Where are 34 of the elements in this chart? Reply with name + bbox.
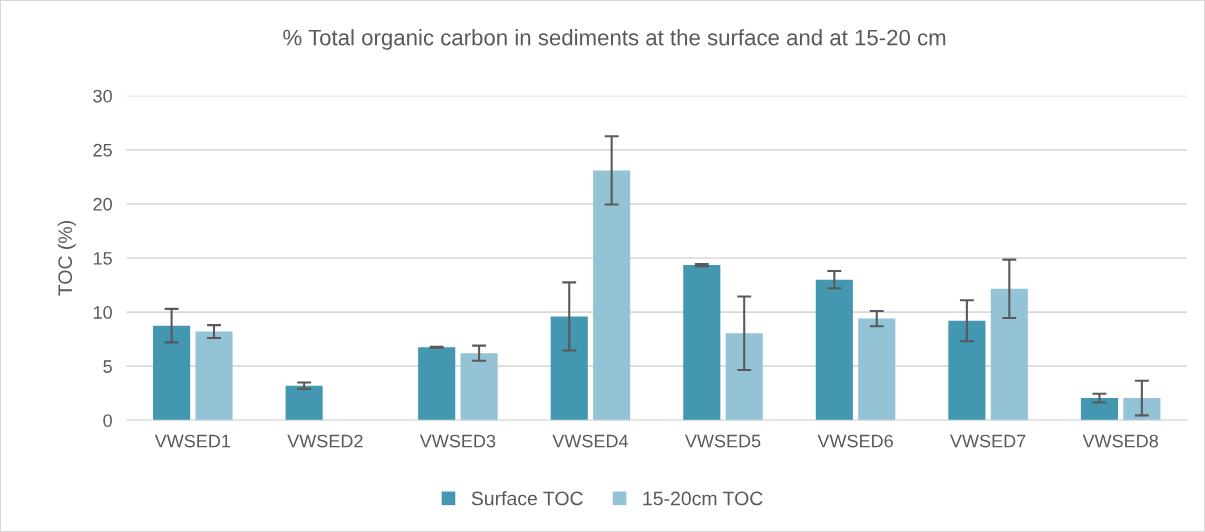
x-tick-label: VWSED2: [287, 434, 363, 448]
x-tick-label: VWSED4: [552, 434, 629, 448]
x-tick-label: VWSED8: [1082, 434, 1158, 448]
bar: [153, 325, 191, 421]
bar: [460, 353, 498, 421]
x-tick-label: VWSED7: [950, 434, 1026, 448]
bar: [195, 331, 233, 421]
y-tick-label: 30: [93, 89, 112, 103]
y-axis-title: TOC (%): [57, 221, 76, 296]
chart-title: % Total organic carbon in sediments at the surface and at 15-20 cm: [283, 29, 946, 50]
y-tick-label: 10: [93, 306, 112, 319]
y-tick-label: 15: [93, 252, 112, 265]
bar: [285, 385, 323, 421]
bar: [948, 320, 986, 421]
legend-label: 15-20cm TOC: [643, 491, 763, 506]
bar: [1080, 398, 1118, 421]
y-tick-label: 20: [93, 197, 112, 211]
bar: [858, 318, 896, 421]
bar: [815, 279, 853, 421]
x-tick-label: VWSED5: [684, 434, 761, 448]
bar: [683, 265, 721, 421]
y-tick-label: 25: [93, 143, 112, 157]
bar: [1123, 398, 1161, 421]
x-tick-label: VWSED1: [154, 434, 231, 448]
bar: [990, 288, 1028, 421]
y-tick-label: 0: [103, 414, 112, 427]
x-tick-label: VWSED6: [817, 434, 893, 448]
bar: [593, 170, 631, 421]
bar: [418, 347, 456, 421]
y-tick-label: 5: [103, 360, 112, 373]
legend-label: Surface TOC: [471, 491, 583, 506]
bar: [725, 333, 763, 421]
x-tick-label: VWSED3: [419, 434, 496, 448]
bar: [550, 316, 588, 421]
